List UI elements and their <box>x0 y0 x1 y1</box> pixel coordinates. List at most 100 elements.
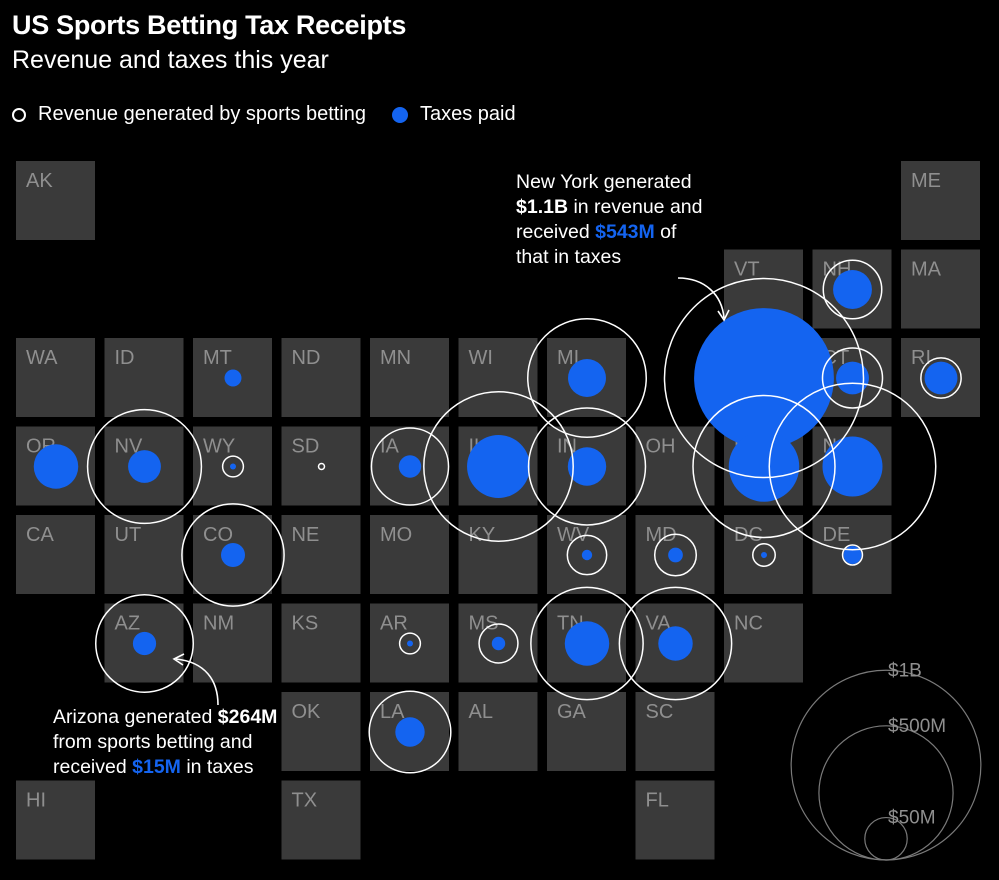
tile-label-md: MD <box>646 524 677 546</box>
ny-annotation-line3a: received <box>516 221 596 243</box>
az-annotation-line2: from sports betting and <box>53 731 253 753</box>
revenue-circle-ms <box>478 623 519 664</box>
tax-circle-ar <box>407 640 413 647</box>
tile-label-ia: IA <box>380 436 400 458</box>
annotation-arrows <box>172 277 730 706</box>
tax-circle-az <box>132 631 157 656</box>
scale-label-2: $50M <box>888 808 936 829</box>
size-scale-legend: $1B $500M $50M <box>790 660 982 861</box>
az-annotation-line3b: in taxes <box>180 756 254 778</box>
tile-label-ca: CA <box>26 524 54 546</box>
tile-label-ok: OK <box>292 701 322 723</box>
revenue-circle-la <box>368 690 452 774</box>
tile-label-ak: AK <box>26 170 53 192</box>
tile-ca <box>16 515 95 594</box>
tax-circle-va <box>658 626 693 661</box>
tile-label-hi: HI <box>26 790 46 812</box>
tax-circle-nv <box>128 450 161 483</box>
tile-label-ut: UT <box>115 524 142 546</box>
tile-label-tx: TX <box>292 790 318 812</box>
tile-label-wi: WI <box>469 347 493 369</box>
tile-label-ri: RI <box>911 347 931 369</box>
legend-taxes-label: Taxes paid <box>420 103 516 125</box>
tax-circle-wy <box>230 463 236 470</box>
tax-circle-nh <box>833 270 872 309</box>
tax-circle-de <box>843 546 862 564</box>
tile-label-ma: MA <box>911 259 942 281</box>
ny-arrowhead <box>717 309 730 322</box>
tile-label-fl: FL <box>646 790 669 812</box>
tile-label-ne: NE <box>292 524 320 546</box>
tile-label-va: VA <box>646 613 672 635</box>
tile-label-ky: KY <box>469 524 496 546</box>
az-tax-value: $15M <box>132 756 181 778</box>
scale-circle-1 <box>818 725 954 861</box>
tile-ma <box>901 249 980 329</box>
revenue-circle-wv <box>566 534 608 576</box>
ny-annotation-line2: in revenue and <box>568 196 703 218</box>
tile-me <box>901 161 980 240</box>
az-annotation-line3a: received <box>53 756 133 778</box>
legend-item-revenue: Revenue generated by sports betting <box>12 103 366 126</box>
tile-ga <box>547 692 626 771</box>
revenue-circle-nh <box>822 259 883 320</box>
tax-circle-ri <box>924 361 958 395</box>
revenue-circle-tn <box>530 586 644 701</box>
tile-nc <box>724 603 803 683</box>
tile-label-nv: NV <box>115 436 143 458</box>
scale-label-0: $1B <box>888 660 922 681</box>
revenue-circle-in <box>527 407 647 526</box>
tile-label-nm: NM <box>203 613 234 635</box>
revenue-circle-va <box>618 586 733 701</box>
tile-label-al: AL <box>469 701 493 723</box>
chart-subtitle: Revenue and taxes this year <box>12 46 329 74</box>
revenue-circle-pa <box>692 394 836 539</box>
az-annotation-arrow <box>175 658 219 706</box>
revenue-circle-il <box>423 391 574 542</box>
tile-label-ms: MS <box>469 613 499 635</box>
az-annotation: Arizona generated $264M from sports bett… <box>53 705 353 780</box>
revenue-circle-mi <box>527 318 647 438</box>
ny-annotation-line4: that in taxes <box>516 246 622 268</box>
scale-label-1: $500M <box>888 716 946 737</box>
tile-label-mt: MT <box>203 347 232 369</box>
revenue-circle-co <box>181 503 285 607</box>
tax-circle-or <box>33 444 79 489</box>
revenue-circle-md <box>653 533 698 577</box>
tile-label-la: LA <box>380 701 405 723</box>
tax-circle-tn <box>564 621 610 666</box>
tax-circle-pa <box>728 431 800 502</box>
ny-annotation-arrow <box>677 277 725 319</box>
tax-circle-ct <box>836 361 869 395</box>
tile-label-oh: OH <box>646 436 676 458</box>
tile-oh <box>635 426 715 506</box>
tile-ky <box>458 515 538 594</box>
tax-circle-dc <box>761 552 767 558</box>
tile-ak <box>16 161 95 240</box>
legend: Revenue generated by sports betting Taxe… <box>12 103 542 126</box>
tax-circle-ny <box>694 308 834 448</box>
az-arrowhead <box>172 653 185 666</box>
tile-wa <box>16 338 95 417</box>
tile-ut <box>104 515 184 594</box>
tile-label-wa: WA <box>26 347 58 369</box>
tax-circle-ms <box>491 636 506 651</box>
tile-label-vt: VT <box>734 259 760 281</box>
tile-label-az: AZ <box>115 613 141 635</box>
tile-mo <box>370 515 449 594</box>
ny-revenue-value: $1.1B <box>516 196 569 218</box>
revenue-circle-ny <box>663 277 865 479</box>
tax-circle-md <box>668 547 683 563</box>
tax-circle-la <box>395 717 425 747</box>
tile-label-sc: SC <box>646 701 674 723</box>
tile-label-mo: MO <box>380 524 412 546</box>
tile-tx <box>281 780 361 860</box>
tile-mn <box>370 338 449 417</box>
tile-nm <box>193 603 272 683</box>
tax-circles <box>33 270 958 747</box>
tile-label-co: CO <box>203 524 233 546</box>
hollow-circle-icon <box>12 107 26 122</box>
tax-circle-mi <box>568 359 606 397</box>
revenue-circle-nv <box>86 408 203 525</box>
tile-label-dc: DC <box>734 524 763 546</box>
